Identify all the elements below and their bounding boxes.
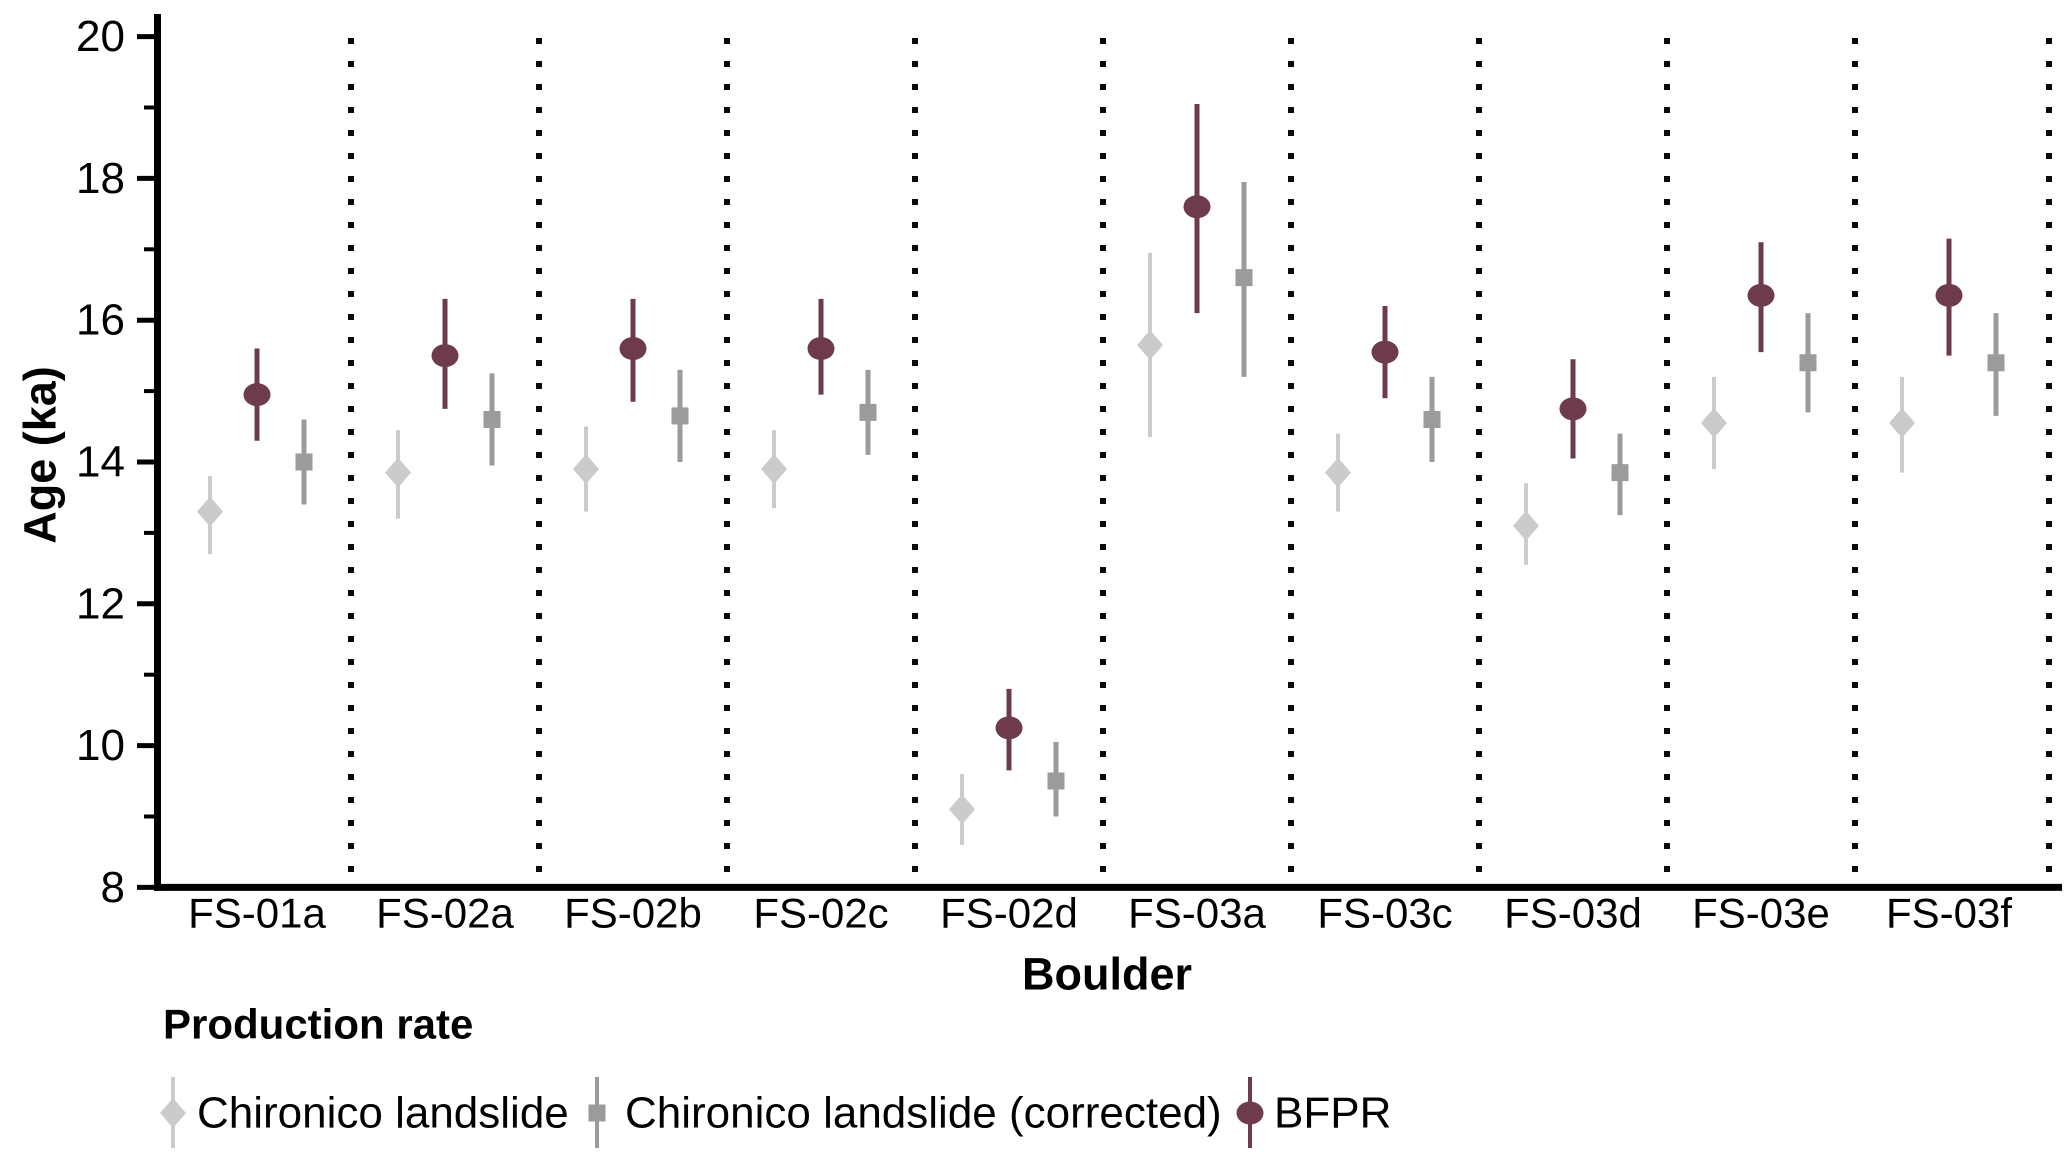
marker-square [671,407,689,425]
marker-circle [619,337,647,361]
category-label: FS-02d [940,890,1078,937]
marker-square [1235,269,1253,287]
data-marks [197,103,2005,845]
marker-circle [1747,283,1775,307]
category-label: FS-02b [564,890,702,937]
marker-diamond [573,454,599,485]
marker-diamond [1889,408,1915,439]
marker-square [1423,410,1441,428]
category-label: FS-03e [1692,890,1830,937]
legend-item-label: Chironico landslide (corrected) [625,1089,1222,1138]
category-label: FS-03d [1504,890,1642,937]
y-tick-label: 16 [76,296,125,345]
category-label: FS-02c [753,890,888,937]
marker-square [588,1104,606,1122]
marker-diamond [1701,408,1727,439]
legend-item-label: BFPR [1274,1089,1391,1138]
category-label: FS-03f [1886,890,2012,937]
y-tick-label: 18 [76,154,125,203]
marker-diamond [949,794,975,825]
axes: 8 10 12 14 16 18 20 FS-01a FS-02a FS-02b FS-02c FS-… [76,12,2062,937]
marker-square [483,410,501,428]
y-tick-label: 10 [76,721,125,770]
marker-square [859,403,877,421]
marker-square [1799,354,1817,372]
marker-diamond [385,457,411,488]
marker-square [1611,464,1629,482]
marker-square [1987,354,2005,372]
legend-item-label: Chironico landslide [197,1089,569,1138]
y-tick-label: 8 [101,863,125,912]
category-label: FS-02a [376,890,514,937]
marker-circle [1183,195,1211,219]
marker-circle [995,716,1023,740]
legend: Chironico landslide Chironico landslide (… [160,1077,1391,1148]
legend-item: BFPR [1236,1077,1391,1148]
legend-item: Chironico landslide [160,1077,569,1148]
marker-diamond [160,1098,186,1128]
y-tick-label: 20 [76,12,125,61]
category-label: FS-03c [1317,890,1452,937]
category-label: FS-01a [188,890,326,937]
y-axis-title: Age (ka) [15,366,66,544]
marker-square [295,453,313,471]
series-square [295,181,2005,817]
marker-diamond [1325,457,1351,488]
marker-circle [1236,1101,1264,1125]
y-tick-label: 12 [76,579,125,628]
y-tick-label: 14 [76,438,125,487]
marker-diamond [1137,330,1163,361]
marker-circle [243,383,271,407]
legend-title: Production rate [163,1001,473,1048]
marker-circle [807,337,835,361]
series-circle [243,103,1963,771]
category-label: FS-03a [1128,890,1266,937]
marker-circle [431,344,459,368]
marker-diamond [1513,510,1539,541]
marker-diamond [761,454,787,485]
x-axis-title: Boulder [1022,949,1192,1000]
marker-diamond [197,496,223,527]
marker-circle [1559,397,1587,421]
marker-circle [1371,340,1399,364]
marker-circle [1935,283,1963,307]
category-separators [348,38,2052,882]
marker-square [1047,772,1065,790]
legend-item: Chironico landslide (corrected) [588,1077,1222,1148]
series-diamond [197,252,1915,845]
